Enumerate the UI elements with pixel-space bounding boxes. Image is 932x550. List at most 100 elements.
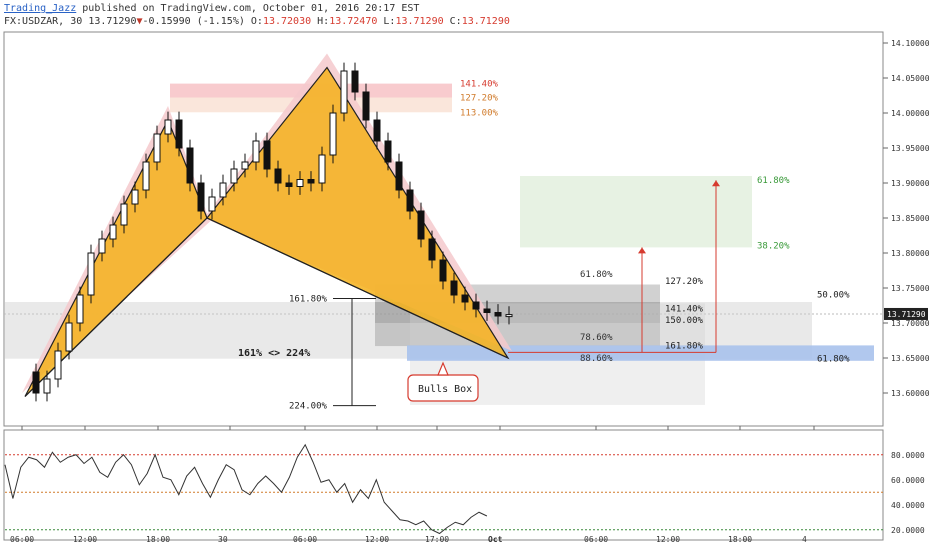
publish-line: Trading_Jazz published on TradingView.co… (4, 2, 510, 15)
candle (208, 196, 216, 212)
open-label: O: (250, 16, 263, 27)
label-target-382: 38.20% (757, 241, 790, 251)
main-pane-frame (3, 31, 884, 427)
candle (65, 322, 73, 352)
bd-leg (206, 217, 509, 359)
y-tick-label: 13.75000 (891, 284, 930, 293)
candle (87, 252, 95, 296)
candle (472, 301, 480, 310)
candle (43, 378, 51, 394)
candle (351, 70, 359, 93)
label-bc-161: 161.80% (289, 295, 328, 305)
candle (406, 189, 414, 212)
candle (197, 182, 205, 212)
y-tick-label: 13.60000 (891, 389, 930, 398)
osc-y-tick-label: 60.0000 (891, 476, 925, 485)
open-value: 13.72030 (262, 16, 312, 27)
bulls-box-label: Bulls Box (418, 384, 472, 395)
y-tick-label: 13.80000 (891, 249, 930, 258)
label-50: 50.00% (817, 290, 850, 300)
label-xa-618: 61.80% (580, 270, 613, 280)
target1-arrowhead (638, 247, 646, 254)
x-tick-label: 12:00 (73, 535, 97, 544)
candle (219, 182, 227, 198)
candle (373, 119, 381, 142)
oscillator: 80.0000 60.0000 40.0000 20.0000 (4, 443, 925, 535)
y-tick-label: 13.90000 (891, 179, 930, 188)
candle (120, 203, 128, 226)
candle (494, 312, 502, 317)
candle (142, 161, 150, 191)
last-price-tag (884, 307, 928, 320)
candle (274, 168, 282, 184)
candle (329, 112, 337, 156)
last-price-tag-label: 13.71290 (887, 310, 926, 319)
candle (32, 371, 40, 394)
time-axis[interactable]: 06:00 12:00 18:00 30 06:00 12:00 17:00 Oct 06:00… (10, 426, 815, 544)
chart-header: Trading_Jazz published on TradingView.co… (4, 2, 510, 28)
target2-arrowhead (712, 180, 720, 187)
bulls-box-pointer (437, 361, 449, 376)
label-target-618: 61.80% (757, 176, 790, 186)
bulls-zone (407, 345, 874, 361)
candle (263, 140, 271, 170)
candle (285, 182, 293, 187)
candle (131, 189, 139, 205)
osc-line (4, 443, 488, 535)
label-zone-618: 61.80% (817, 355, 850, 365)
label-bc-224: 224.00% (289, 402, 328, 412)
low-value: 13.71290 (395, 16, 444, 27)
y-tick-label: 14.10000 (891, 39, 930, 48)
x-tick-label: 30 (218, 535, 228, 544)
down-arrow-icon: ▼ (136, 16, 143, 27)
candle (153, 133, 161, 163)
label-ext2-150: 150.00% (665, 316, 704, 326)
label-ext2-141: 141.40% (665, 304, 704, 314)
x-tick-label: 18:00 (728, 535, 752, 544)
x-tick-label: Oct (488, 535, 503, 544)
candle (461, 294, 469, 303)
candle (76, 294, 84, 324)
candle (164, 119, 172, 135)
osc-y-tick-label: 20.0000 (891, 526, 925, 535)
y-tick-label: 13.85000 (891, 214, 930, 223)
candle (439, 259, 447, 282)
candle (307, 179, 315, 184)
high-value: 13.72470 (329, 16, 378, 27)
candle (417, 210, 425, 240)
candle (186, 147, 194, 184)
candle (54, 350, 62, 380)
candle (395, 161, 403, 191)
y-tick-label: 13.70000 (891, 319, 930, 328)
candle (340, 70, 348, 114)
candle (384, 140, 392, 163)
x-tick-label: 12:00 (656, 535, 680, 544)
candle (98, 238, 106, 254)
last-price: 13.71290 (88, 16, 137, 27)
x-tick-label: 06:00 (293, 535, 317, 544)
x-tick-label: 06:00 (584, 535, 608, 544)
label-xa-886: 88.60% (580, 354, 613, 364)
annotations: 141.40% 127.20% 113.00% 161.80% 224.00% 161% … (238, 80, 850, 412)
osc-y-tick-label: 80.0000 (891, 451, 925, 460)
candle (230, 168, 238, 184)
candle (505, 314, 513, 318)
candles (32, 62, 513, 402)
publish-info: published on TradingView.com, October 01… (82, 3, 420, 14)
candle (362, 91, 370, 121)
candle (296, 179, 304, 187)
candle (109, 224, 117, 240)
author-link[interactable]: Trading_Jazz (4, 3, 77, 14)
high-label: H: (317, 16, 330, 27)
candle (175, 119, 183, 149)
close-value: 13.71290 (461, 16, 510, 27)
label-bc-range: 161% <> 224% (238, 348, 310, 359)
close-label: C: (449, 16, 462, 27)
price-change: -0.15990 (-1.15%) (142, 16, 245, 27)
x-tick-label: 06:00 (10, 535, 34, 544)
y-tick-label: 14.00000 (891, 109, 930, 118)
price-axis[interactable]: 14.10000 14.05000 14.00000 13.95000 13.90000… (4, 39, 930, 398)
candle (428, 238, 436, 261)
candle (450, 280, 458, 296)
